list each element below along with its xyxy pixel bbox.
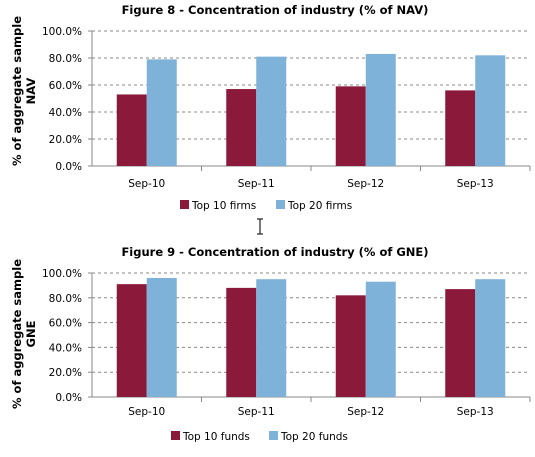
bar-top10 (445, 90, 476, 166)
bar-top20 (256, 56, 287, 166)
plot-area: 0.0% 20.0% 40.0% 60.0% 80.0% 100.0% Sep-10 Sep-… (42, 268, 531, 418)
legend-swatch-top10 (180, 200, 189, 209)
y-tick-label: 80.0% (49, 53, 82, 65)
bar-top10 (445, 289, 476, 397)
legend-label: Top 20 funds (280, 431, 348, 443)
chart-title: Figure 8 - Concentration of industry (% … (122, 3, 429, 17)
bar-top20 (475, 279, 506, 397)
bar-top10 (335, 86, 366, 166)
bar-top20 (146, 59, 177, 166)
bar-top10 (226, 89, 257, 166)
x-tick-label: Sep-10 (128, 178, 165, 190)
figure-9: Figure 9 - Concentration of industry (% … (10, 245, 531, 443)
y-tick-label: 60.0% (49, 318, 82, 330)
bar-top20 (475, 55, 506, 166)
x-tick-label: Sep-11 (238, 406, 275, 418)
y-tick-label: 20.0% (49, 367, 82, 379)
bar-top20 (365, 281, 396, 397)
y-tick-label: 0.0% (55, 392, 82, 404)
bar-top20 (256, 279, 287, 397)
y-axis-label: % of aggregate sample (10, 16, 24, 166)
x-tick-label: Sep-12 (347, 406, 384, 418)
legend: Top 10 firms Top 20 firms (180, 200, 352, 212)
x-tick-label: Sep-11 (238, 178, 275, 190)
y-tick-label: 0.0% (55, 161, 82, 173)
y-tick-label: 80.0% (49, 293, 82, 305)
bar-top20 (146, 277, 177, 397)
y-tick-label: 20.0% (49, 134, 82, 146)
y-tick-label: 100.0% (42, 268, 82, 280)
y-tick-label: 40.0% (49, 342, 82, 354)
y-axis-label: % of aggregate sample (10, 259, 24, 409)
bar-top10 (335, 295, 366, 397)
y-tick-label: 100.0% (42, 26, 82, 38)
x-tick-label: Sep-12 (347, 178, 384, 190)
legend: Top 10 funds Top 20 funds (171, 431, 348, 443)
legend-label: Top 20 firms (287, 200, 352, 212)
legend-swatch-top20 (269, 431, 278, 440)
bar-top10 (226, 287, 257, 397)
bar-top10 (116, 94, 147, 166)
legend-label: Top 10 firms (191, 200, 256, 212)
y-axis-label-line2: NAV (24, 78, 38, 105)
legend-swatch-top10 (171, 431, 180, 440)
legend-swatch-top20 (276, 200, 285, 209)
x-tick-label: Sep-13 (457, 178, 494, 190)
plot-area: 0.0% 20.0% 40.0% 60.0% 80.0% 100.0% Sep-10 Sep-… (42, 26, 531, 190)
figure-8: Figure 8 - Concentration of industry (% … (10, 3, 531, 212)
y-tick-label: 60.0% (49, 80, 82, 92)
x-tick-label: Sep-10 (128, 406, 165, 418)
y-tick-label: 40.0% (49, 107, 82, 119)
bar-top10 (116, 284, 147, 397)
chart-title: Figure 9 - Concentration of industry (% … (121, 245, 428, 259)
legend-label: Top 10 funds (182, 431, 250, 443)
y-axis-label-line2: GNE (24, 320, 38, 347)
text-cursor-icon (257, 218, 263, 235)
bar-top20 (365, 53, 396, 167)
x-tick-label: Sep-13 (457, 406, 494, 418)
